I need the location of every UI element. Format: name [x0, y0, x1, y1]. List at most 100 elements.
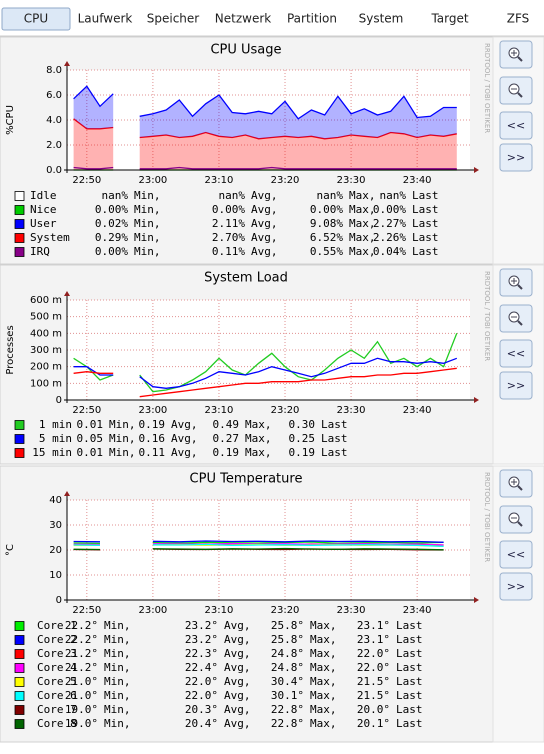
x-tick-label: 23:00 — [138, 405, 167, 416]
y-axis-label: °C — [5, 544, 16, 556]
legend-stat: 0.00% — [310, 203, 343, 216]
legend-stat-label: Min, — [109, 446, 136, 459]
legend-stat-label: Min, — [109, 432, 136, 445]
button-bg — [499, 143, 533, 172]
legend-stat: 0.01 — [77, 418, 104, 431]
legend-stat-label: Max, — [310, 689, 337, 702]
control-button[interactable]: >> — [499, 572, 533, 601]
legend-stat-label: Last — [412, 245, 439, 258]
legend-stat: 24.8° — [271, 647, 304, 660]
control-button[interactable] — [499, 469, 533, 498]
y-tick-label: 0.0 — [46, 165, 62, 176]
legend-stat-label: Last — [396, 619, 423, 632]
legend-stat-label: Avg, — [251, 217, 278, 230]
legend-stat-label: Avg, — [224, 661, 251, 674]
legend-stat-label: Last — [412, 231, 439, 244]
tab[interactable]: ZFS — [507, 12, 530, 26]
tab-label: Speicher — [147, 12, 200, 26]
watermark: RRDTOOL / TOBI OETIKER — [483, 472, 491, 562]
x-tick-label: 23:00 — [138, 175, 167, 186]
legend-stat-label: Max, — [310, 633, 337, 646]
legend-stat-label: Last — [396, 689, 423, 702]
control-button[interactable] — [499, 268, 533, 297]
axis-arrow — [474, 597, 479, 603]
legend-stat-label: Min, — [134, 245, 161, 258]
legend-swatch — [14, 420, 25, 430]
legend-stat-label: Max, — [349, 245, 376, 258]
tab-label: Laufwerk — [78, 12, 133, 26]
legend-stat: 0.00% — [95, 245, 128, 258]
control-button[interactable]: << — [499, 111, 533, 140]
tab-label: Target — [430, 12, 468, 26]
legend-stat: 22.8° — [271, 717, 304, 730]
control-button[interactable]: << — [499, 339, 533, 368]
x-tick-label: 23:00 — [138, 605, 167, 616]
area-fill — [73, 118, 114, 170]
tab[interactable]: Partition — [287, 12, 337, 26]
legend-stat-label: Avg, — [224, 689, 251, 702]
legend-swatch — [14, 205, 25, 215]
legend-swatch — [14, 233, 25, 243]
legend-stat: 30.1° — [271, 689, 304, 702]
legend-stat: 23.1° — [357, 619, 390, 632]
legend-stat-label: Max, — [310, 703, 337, 716]
y-tick-label: 0 — [56, 395, 62, 406]
zoom-icon — [517, 320, 523, 326]
legend-stat-label: Max, — [310, 619, 337, 632]
axis-arrow — [64, 491, 70, 496]
legend-stat: 21.2° — [65, 661, 98, 674]
legend-stat: 20.0° — [357, 703, 390, 716]
tab[interactable]: Target — [430, 12, 468, 26]
legend-stat-label: Avg, — [251, 245, 278, 258]
y-tick-label: 40 — [49, 495, 62, 506]
legend-swatch — [14, 434, 25, 444]
tab-label: CPU — [24, 12, 48, 26]
control-button[interactable] — [499, 505, 533, 534]
legend-stat-label: Last — [412, 189, 439, 202]
legend-stat: 2.26% — [373, 231, 406, 244]
legend-stat-label: Avg, — [224, 717, 251, 730]
control-button[interactable] — [499, 304, 533, 333]
legend-stat: 22.0° — [357, 647, 390, 660]
legend-stat-label: Avg, — [224, 675, 251, 688]
tab[interactable]: System — [359, 12, 404, 26]
legend-stat-label: Min, — [104, 633, 131, 646]
series-line — [73, 85, 457, 120]
legend-name: IRQ — [30, 245, 50, 258]
tab[interactable]: CPU — [1, 7, 71, 31]
legend-stat-label: Avg, — [251, 231, 278, 244]
series-line — [73, 547, 444, 551]
legend-stat-label: Min, — [134, 189, 161, 202]
legend-stat: 0.25 — [289, 432, 316, 445]
x-tick-label: 22:50 — [72, 405, 101, 416]
x-tick-label: 23:40 — [403, 605, 432, 616]
series-line — [73, 357, 458, 389]
control-button[interactable]: >> — [499, 371, 533, 400]
legend-stat-label: Last — [396, 703, 423, 716]
legend-stat-label: Min, — [104, 717, 131, 730]
control-button[interactable] — [499, 40, 533, 69]
legend-stat-label: Avg, — [251, 189, 278, 202]
legend-swatch — [14, 247, 25, 257]
area-fill — [139, 95, 457, 139]
legend-name: Core 7 — [37, 703, 77, 716]
axis-arrow — [64, 61, 70, 66]
button-bg — [499, 339, 533, 368]
legend-stat: 0.04% — [373, 245, 406, 258]
control-button[interactable]: << — [499, 540, 533, 569]
control-button[interactable]: >> — [499, 143, 533, 172]
tab[interactable]: Laufwerk — [78, 12, 133, 26]
tab-label: System — [359, 12, 404, 26]
legend-stat: 30.4° — [271, 675, 304, 688]
x-tick-label: 23:30 — [337, 405, 366, 416]
y-tick-label: 8.0 — [46, 65, 62, 76]
control-button[interactable] — [499, 76, 533, 105]
legend-swatch — [14, 448, 25, 458]
tab[interactable]: Netzwerk — [215, 12, 271, 26]
graph-title: CPU Temperature — [190, 472, 303, 487]
legend-stat: 0.19 — [289, 446, 316, 459]
legend-stat-label: Avg, — [251, 203, 278, 216]
series-line — [73, 543, 444, 547]
tab[interactable]: Speicher — [147, 12, 200, 26]
series-line — [73, 541, 444, 545]
